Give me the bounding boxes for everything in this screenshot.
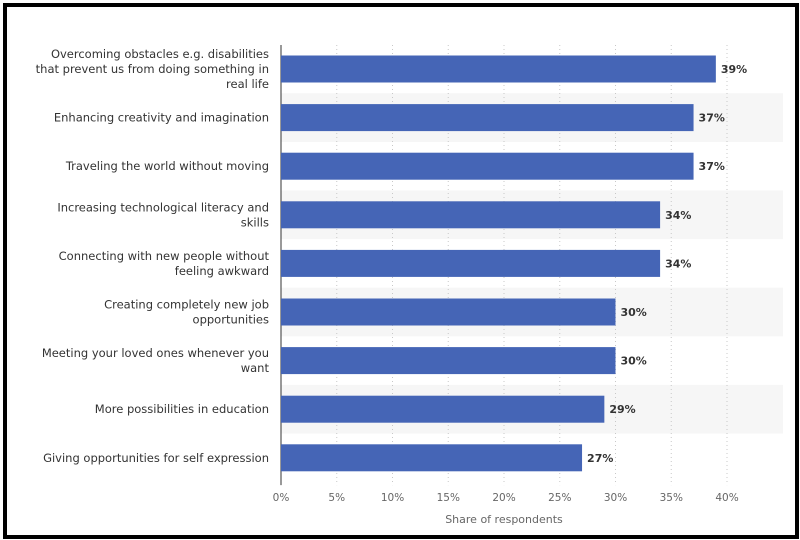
category-label: Creating completely new job opportunities — [104, 298, 269, 327]
bar — [281, 395, 605, 423]
category-label: Increasing technological literacy and ski… — [57, 200, 269, 229]
bar — [281, 152, 694, 180]
bar — [281, 347, 616, 375]
bar — [281, 298, 616, 326]
x-tick-label: 0% — [273, 492, 290, 504]
category-label: More possibilities in education — [95, 402, 269, 416]
bar — [281, 201, 661, 229]
bar — [281, 55, 716, 83]
x-tick-label: 10% — [381, 492, 404, 504]
value-label: 29% — [609, 403, 635, 416]
category-label: Giving opportunities for self expression — [43, 451, 269, 465]
value-label: 34% — [665, 209, 691, 222]
bars — [281, 55, 716, 472]
x-tick-label: 15% — [437, 492, 460, 504]
chart-frame: Overcoming obstacles e.g. disabilities th… — [3, 3, 799, 539]
value-label: 30% — [621, 355, 647, 368]
x-axis-title: Share of respondents — [445, 513, 563, 526]
bar-chart: Overcoming obstacles e.g. disabilities th… — [36, 45, 783, 526]
value-label: 30% — [621, 306, 647, 319]
bar — [281, 444, 583, 472]
value-label: 39% — [721, 63, 747, 76]
value-label: 37% — [699, 112, 725, 125]
category-labels: Overcoming obstacles e.g. disabilities th… — [36, 47, 270, 465]
value-label: 34% — [665, 257, 691, 270]
x-tick-label: 40% — [715, 492, 738, 504]
x-tick-label: 5% — [328, 492, 345, 504]
category-label: Enhancing creativity and imagination — [54, 111, 269, 125]
value-labels: 39% 37% 37% 34% 34% 30% 30% 29% 27% — [587, 63, 747, 465]
x-tick-labels: 0% 5% 10% 15% 20% 25% 30% 35% 40% — [273, 492, 739, 504]
x-tick-label: 20% — [492, 492, 515, 504]
category-label: Meeting your loved ones whenever you want — [42, 346, 270, 375]
x-tick-label: 35% — [660, 492, 683, 504]
value-label: 37% — [699, 160, 725, 173]
x-tick-label: 25% — [548, 492, 571, 504]
category-label: Connecting with new people without feelin… — [59, 249, 270, 278]
category-label: Traveling the world without moving — [65, 159, 269, 173]
bar — [281, 249, 661, 277]
bar — [281, 104, 694, 132]
x-tick-label: 30% — [604, 492, 627, 504]
value-label: 27% — [587, 452, 613, 465]
category-label: Overcoming obstacles e.g. disabilities th… — [36, 47, 269, 91]
